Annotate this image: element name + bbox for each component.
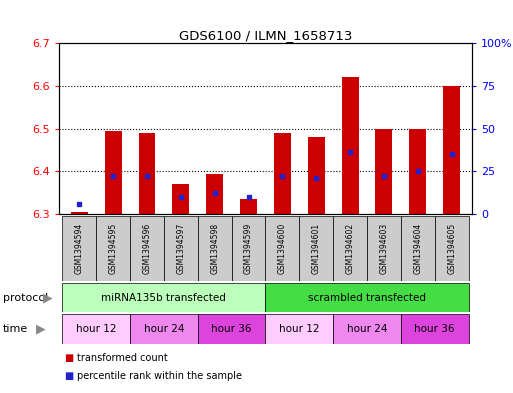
Bar xyxy=(435,216,468,281)
Bar xyxy=(443,86,460,214)
Text: ■: ■ xyxy=(64,371,73,382)
Bar xyxy=(63,216,96,281)
Bar xyxy=(367,216,401,281)
Bar xyxy=(401,314,468,344)
Bar xyxy=(232,216,266,281)
Bar xyxy=(308,137,325,214)
Text: percentile rank within the sample: percentile rank within the sample xyxy=(77,371,242,382)
Text: GSM1394594: GSM1394594 xyxy=(75,223,84,274)
Bar xyxy=(172,184,189,214)
Text: GSM1394599: GSM1394599 xyxy=(244,223,253,274)
Text: GSM1394604: GSM1394604 xyxy=(413,223,422,274)
Text: hour 24: hour 24 xyxy=(347,324,387,334)
Bar xyxy=(63,283,266,312)
Bar xyxy=(198,216,232,281)
Text: hour 12: hour 12 xyxy=(279,324,320,334)
Text: ▶: ▶ xyxy=(36,323,45,336)
Text: time: time xyxy=(3,324,28,334)
Bar xyxy=(63,314,130,344)
Bar xyxy=(130,314,198,344)
Text: GSM1394602: GSM1394602 xyxy=(346,223,354,274)
Bar xyxy=(266,283,468,312)
Text: GSM1394596: GSM1394596 xyxy=(143,223,151,274)
Bar xyxy=(71,212,88,214)
Title: GDS6100 / ILMN_1658713: GDS6100 / ILMN_1658713 xyxy=(179,29,352,42)
Text: protocol: protocol xyxy=(3,293,48,303)
Text: hour 36: hour 36 xyxy=(211,324,252,334)
Text: hour 12: hour 12 xyxy=(76,324,116,334)
Bar xyxy=(130,216,164,281)
Bar xyxy=(342,77,359,214)
Bar xyxy=(240,199,257,214)
Text: GSM1394595: GSM1394595 xyxy=(109,223,117,274)
Text: GSM1394600: GSM1394600 xyxy=(278,223,287,274)
Text: miRNA135b transfected: miRNA135b transfected xyxy=(102,293,226,303)
Bar xyxy=(266,216,299,281)
Text: ▶: ▶ xyxy=(43,291,52,304)
Text: hour 24: hour 24 xyxy=(144,324,184,334)
Text: hour 36: hour 36 xyxy=(415,324,455,334)
Text: transformed count: transformed count xyxy=(77,353,168,363)
Text: ■: ■ xyxy=(64,353,73,363)
Bar xyxy=(139,133,155,214)
Bar xyxy=(409,129,426,214)
Bar xyxy=(299,216,333,281)
Text: scrambled transfected: scrambled transfected xyxy=(308,293,426,303)
Text: GSM1394603: GSM1394603 xyxy=(380,223,388,274)
Bar xyxy=(198,314,266,344)
Text: GSM1394605: GSM1394605 xyxy=(447,223,456,274)
Text: GSM1394597: GSM1394597 xyxy=(176,223,185,274)
Bar xyxy=(105,131,122,214)
Bar xyxy=(164,216,198,281)
Bar xyxy=(266,314,333,344)
Bar xyxy=(206,174,223,214)
Bar xyxy=(401,216,435,281)
Text: GSM1394601: GSM1394601 xyxy=(312,223,321,274)
Text: GSM1394598: GSM1394598 xyxy=(210,223,219,274)
Bar xyxy=(96,216,130,281)
Bar xyxy=(274,133,291,214)
Bar xyxy=(333,216,367,281)
Bar xyxy=(333,314,401,344)
Bar xyxy=(376,129,392,214)
